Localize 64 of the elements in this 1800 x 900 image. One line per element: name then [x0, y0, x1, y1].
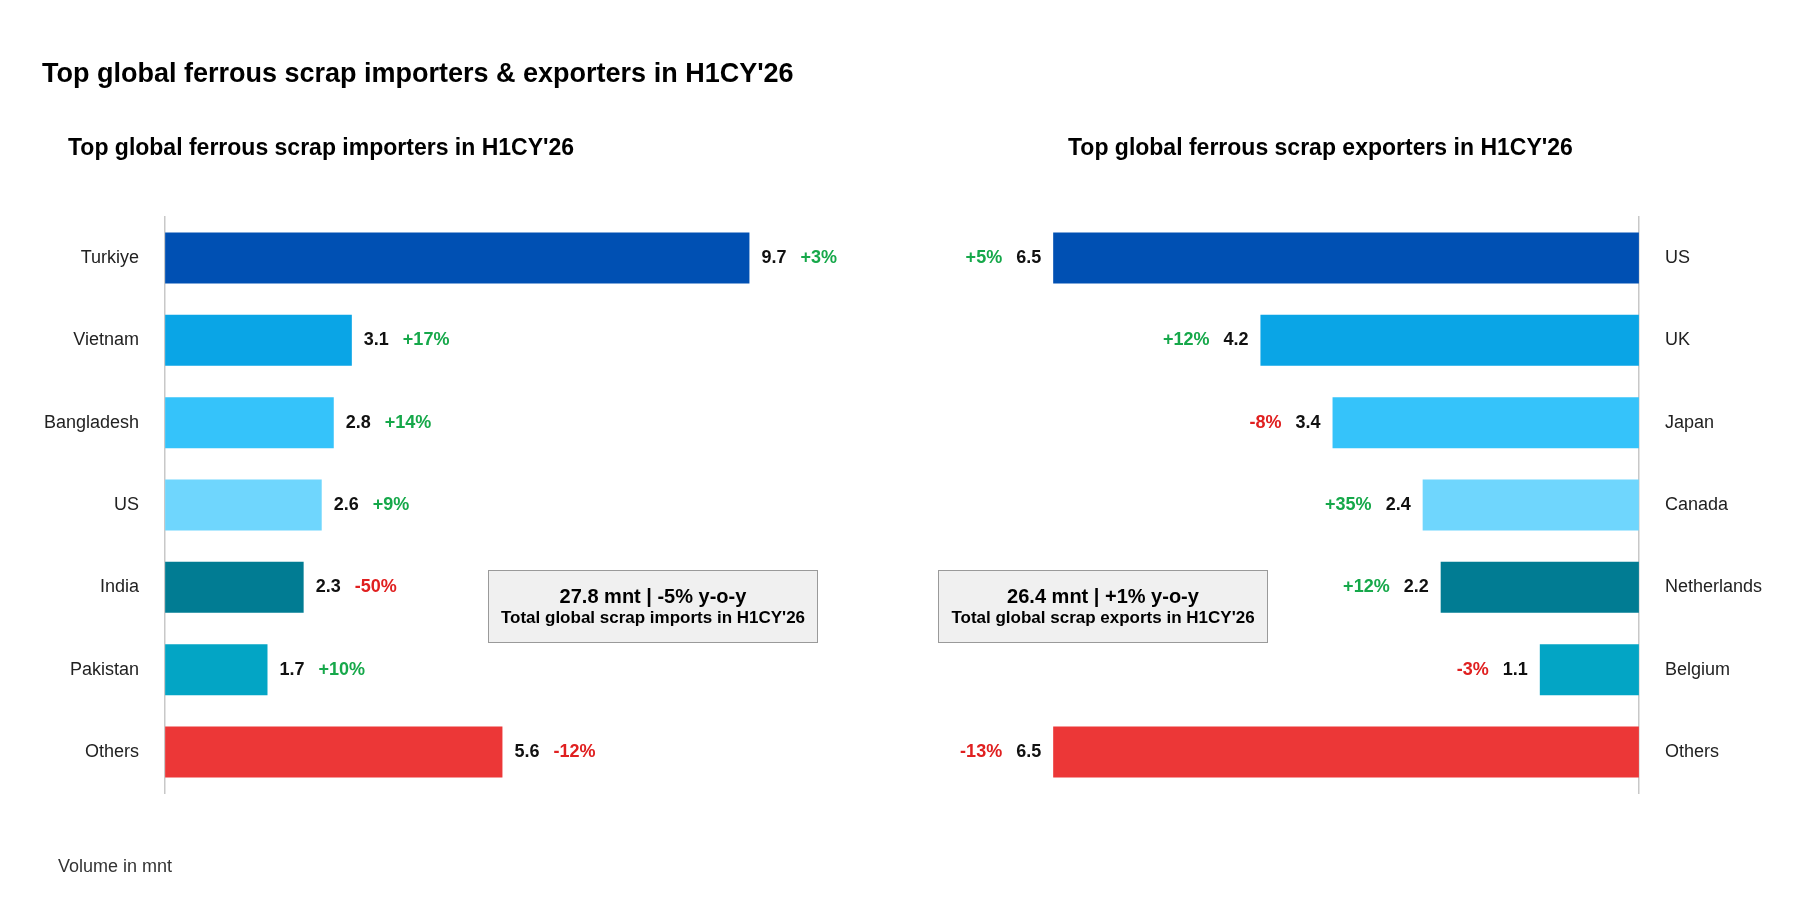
bar — [1332, 397, 1639, 449]
chart-subtitle: Top global ferrous scrap importers in H1CY'26 — [68, 134, 575, 161]
annotation: +10% — [318, 658, 366, 679]
y-tick-label: Others — [85, 741, 140, 761]
annotation: Total global scrap exports in H1CY'26 — [950, 608, 1256, 628]
annotation: -12% — [553, 741, 596, 761]
data-label: 1.7 — [279, 658, 305, 679]
bar — [1053, 726, 1639, 778]
annotation: +9% — [372, 493, 410, 514]
annotation: +17% — [402, 329, 450, 350]
y-tick-label: US — [1664, 246, 1690, 267]
data-label: 6.5 — [1016, 246, 1042, 267]
y-tick-label: Bangladesh — [43, 411, 140, 432]
bar — [1260, 314, 1639, 366]
data-label: 5.6 — [514, 741, 540, 761]
bar — [165, 314, 352, 366]
annotation: +12% — [1343, 576, 1390, 597]
bar — [1053, 232, 1639, 284]
data-label: 2.3 — [315, 576, 341, 597]
annotation: 26.4 mnt | +1% y-o-y — [1006, 585, 1200, 608]
data-label: 2.6 — [333, 493, 359, 514]
annotation: +35% — [1325, 493, 1372, 514]
y-tick-label: US — [114, 493, 140, 514]
annotation: -3% — [1456, 658, 1489, 679]
data-label: 2.8 — [345, 411, 371, 432]
data-label: 6.5 — [1016, 741, 1042, 761]
y-tick-label: Turkiye — [80, 246, 140, 267]
y-tick-label: Canada — [1664, 493, 1729, 514]
data-label: 1.1 — [1502, 658, 1528, 679]
annotation: +12% — [1162, 329, 1210, 350]
annotation: -13% — [960, 741, 1003, 761]
bar — [165, 397, 334, 449]
chart-title: Top global ferrous scrap exporters in H1CY'26 — [1068, 134, 1573, 161]
bar — [165, 232, 750, 284]
bar — [165, 726, 503, 778]
y-tick-label: Pakistan — [70, 658, 140, 679]
data-label: 3.1 — [363, 329, 389, 350]
data-label: 9.7 — [761, 246, 787, 267]
bar — [1422, 479, 1639, 531]
data-label: 4.2 — [1223, 329, 1249, 350]
annotation: +14% — [384, 411, 432, 432]
bar — [165, 479, 322, 531]
annotation: -50% — [354, 576, 397, 597]
annotation: +3% — [800, 246, 837, 267]
bar — [1539, 644, 1639, 696]
annotation: 27.8 mnt | -5% y-o-y — [558, 585, 748, 608]
y-tick-label: Belgium — [1664, 658, 1730, 679]
y-tick-label: Japan — [1664, 411, 1714, 432]
data-label: 2.2 — [1403, 576, 1429, 597]
bar — [1440, 561, 1639, 613]
bar — [165, 561, 304, 613]
annotation: Total global scrap imports in H1CY'26 — [499, 608, 807, 628]
y-tick-label: Netherlands — [1664, 576, 1762, 597]
bar — [165, 644, 268, 696]
y-tick-label: Others — [1664, 741, 1719, 761]
y-tick-label: Vietnam — [73, 329, 140, 350]
data-label: 2.4 — [1385, 493, 1411, 514]
data-label: 3.4 — [1295, 411, 1321, 432]
annotation: +5% — [965, 246, 1003, 267]
text: Volume in mnt — [58, 856, 173, 877]
y-tick-label: UK — [1664, 329, 1690, 350]
chart-title: Top global ferrous scrap importers & exporters in H1CY'26 — [42, 58, 794, 89]
annotation: -8% — [1249, 411, 1282, 432]
y-tick-label: India — [100, 576, 141, 597]
